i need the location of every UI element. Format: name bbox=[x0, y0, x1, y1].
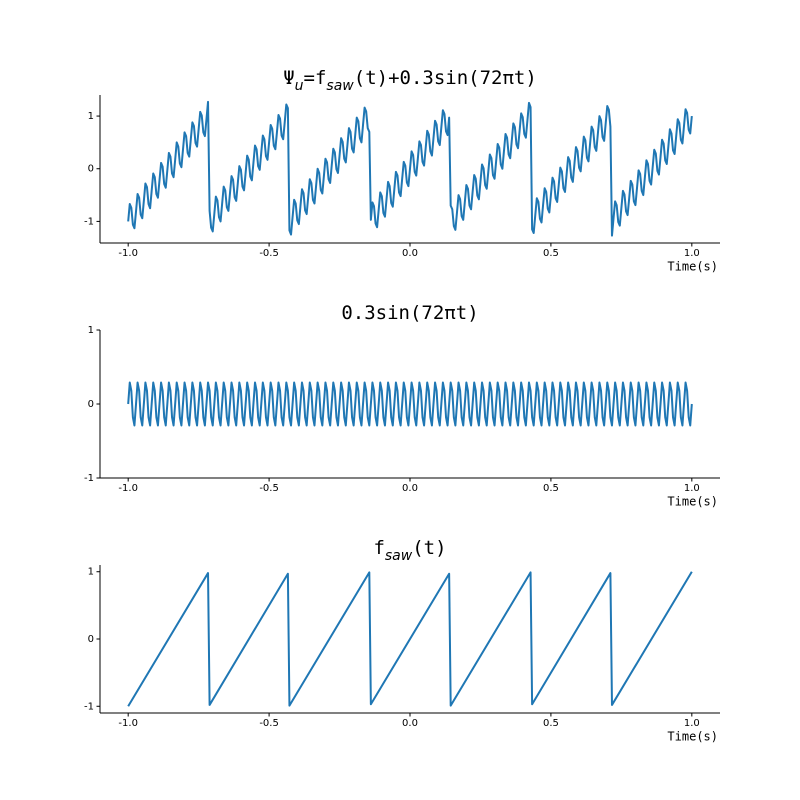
x-axis-label: Time(s) bbox=[667, 495, 718, 509]
x-tick-label: 0.5 bbox=[543, 483, 559, 494]
x-axis-label: Time(s) bbox=[667, 260, 718, 274]
title-part: Ψ bbox=[283, 67, 294, 89]
title-subscript: saw bbox=[385, 548, 413, 564]
title-part: =f bbox=[304, 67, 327, 89]
subplot-title: fsaw(t) bbox=[373, 537, 446, 565]
x-tick-label: 0.0 bbox=[402, 718, 418, 729]
x-tick-label: 0.0 bbox=[402, 248, 418, 259]
title-part: (t)+0.3sin(72πt) bbox=[354, 67, 537, 89]
y-tick-label: 1 bbox=[88, 567, 94, 578]
x-tick-label: -1.0 bbox=[118, 483, 138, 494]
y-tick-label: 0 bbox=[88, 164, 94, 175]
subplot-title: 0.3sin(72πt) bbox=[341, 302, 478, 324]
y-tick-label: 1 bbox=[88, 111, 94, 122]
x-tick-label: -0.5 bbox=[259, 718, 279, 729]
y-tick-label: -1 bbox=[84, 701, 94, 712]
y-tick-label: -1 bbox=[84, 216, 94, 227]
y-tick-label: -1 bbox=[84, 473, 94, 484]
x-tick-label: 0.0 bbox=[402, 483, 418, 494]
subplot-title: Ψu=fsaw(t)+0.3sin(72πt) bbox=[283, 67, 537, 95]
x-tick-label: -0.5 bbox=[259, 483, 279, 494]
data-line bbox=[127, 571, 693, 707]
title-part: f bbox=[373, 537, 384, 559]
title-part: 0.3sin(72πt) bbox=[341, 302, 478, 324]
y-tick-label: 1 bbox=[88, 325, 94, 336]
x-tick-label: 0.5 bbox=[543, 248, 559, 259]
x-axis-label: Time(s) bbox=[667, 730, 718, 744]
y-tick-label: 0 bbox=[88, 399, 94, 410]
title-subscript: saw bbox=[326, 78, 354, 94]
x-tick-label: -1.0 bbox=[118, 718, 138, 729]
data-line bbox=[127, 100, 693, 237]
title-subscript: u bbox=[295, 78, 304, 94]
x-tick-label: -0.5 bbox=[259, 248, 279, 259]
x-tick-label: 1.0 bbox=[684, 718, 700, 729]
y-tick-label: 0 bbox=[88, 634, 94, 645]
x-tick-label: 1.0 bbox=[684, 483, 700, 494]
data-line bbox=[127, 381, 693, 427]
x-tick-label: -1.0 bbox=[118, 248, 138, 259]
x-tick-label: 0.5 bbox=[543, 718, 559, 729]
title-part: (t) bbox=[412, 537, 446, 559]
x-tick-label: 1.0 bbox=[684, 248, 700, 259]
subplot: Ψu=fsaw(t)+0.3sin(72πt) -1 0 1 -1.0 -0.5 0.0 0.… bbox=[84, 67, 720, 274]
